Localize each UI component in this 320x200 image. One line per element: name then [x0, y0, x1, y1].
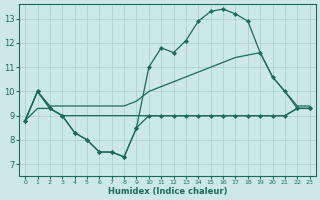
X-axis label: Humidex (Indice chaleur): Humidex (Indice chaleur) — [108, 187, 227, 196]
